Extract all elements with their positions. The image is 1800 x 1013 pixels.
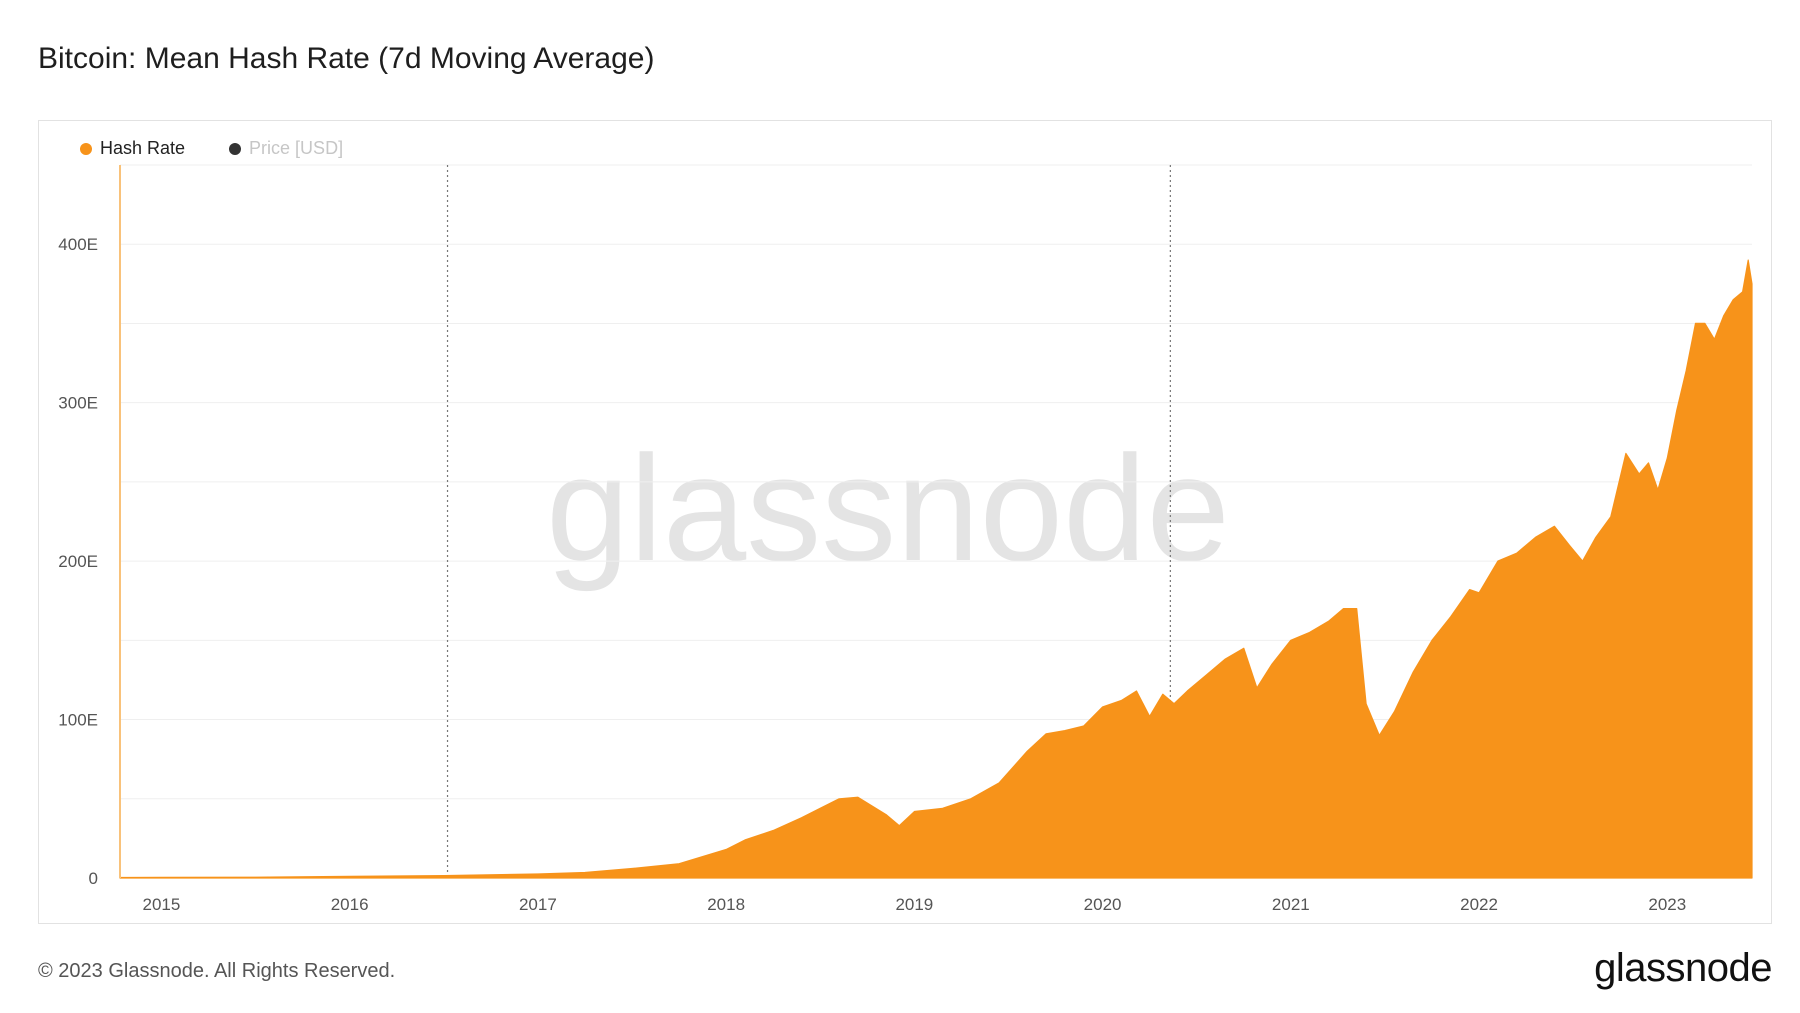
y-tick-label: 400E (58, 235, 98, 254)
x-tick-label: 2019 (895, 895, 933, 914)
x-tick-label: 2016 (331, 895, 369, 914)
x-tick-label: 2021 (1272, 895, 1310, 914)
x-tick-label: 2020 (1084, 895, 1122, 914)
legend-label-price: Price [USD] (249, 138, 344, 158)
chart-title: Bitcoin: Mean Hash Rate (7d Moving Avera… (38, 42, 655, 75)
y-tick-label: 200E (58, 552, 98, 571)
y-tick-label: 100E (58, 711, 98, 730)
x-tick-label: 2023 (1648, 895, 1686, 914)
copyright: © 2023 Glassnode. All Rights Reserved. (38, 960, 396, 982)
halving-markers (446, 165, 1171, 878)
x-tick-label: 2018 (707, 895, 745, 914)
series-layer (119, 165, 1753, 879)
x-tick-label: 2015 (142, 895, 180, 914)
y-axis: 0 100E 200E 300E 400E (58, 235, 98, 888)
legend: Hash Rate Price [USD] (80, 138, 343, 159)
legend-item-price[interactable]: Price [USD] (229, 138, 343, 159)
legend-dot-hash-rate (80, 142, 92, 155)
y-tick-label: 300E (58, 394, 98, 413)
legend-item-hash-rate[interactable]: Hash Rate (80, 138, 185, 159)
y-tick-label: 0 (89, 869, 98, 888)
legend-label-hash-rate: Hash Rate (100, 138, 186, 158)
brand-logo: glassnode (1594, 946, 1772, 990)
x-tick-label: 2017 (519, 895, 557, 914)
hash-rate-area (119, 259, 1753, 879)
x-tick-label: 2022 (1460, 895, 1498, 914)
watermark: glassnode (546, 424, 1230, 592)
x-axis: 2015 2016 2017 2018 2019 2020 2021 2022 2023 (142, 895, 1686, 914)
legend-dot-price (229, 142, 242, 155)
chart-panel (38, 120, 1772, 924)
